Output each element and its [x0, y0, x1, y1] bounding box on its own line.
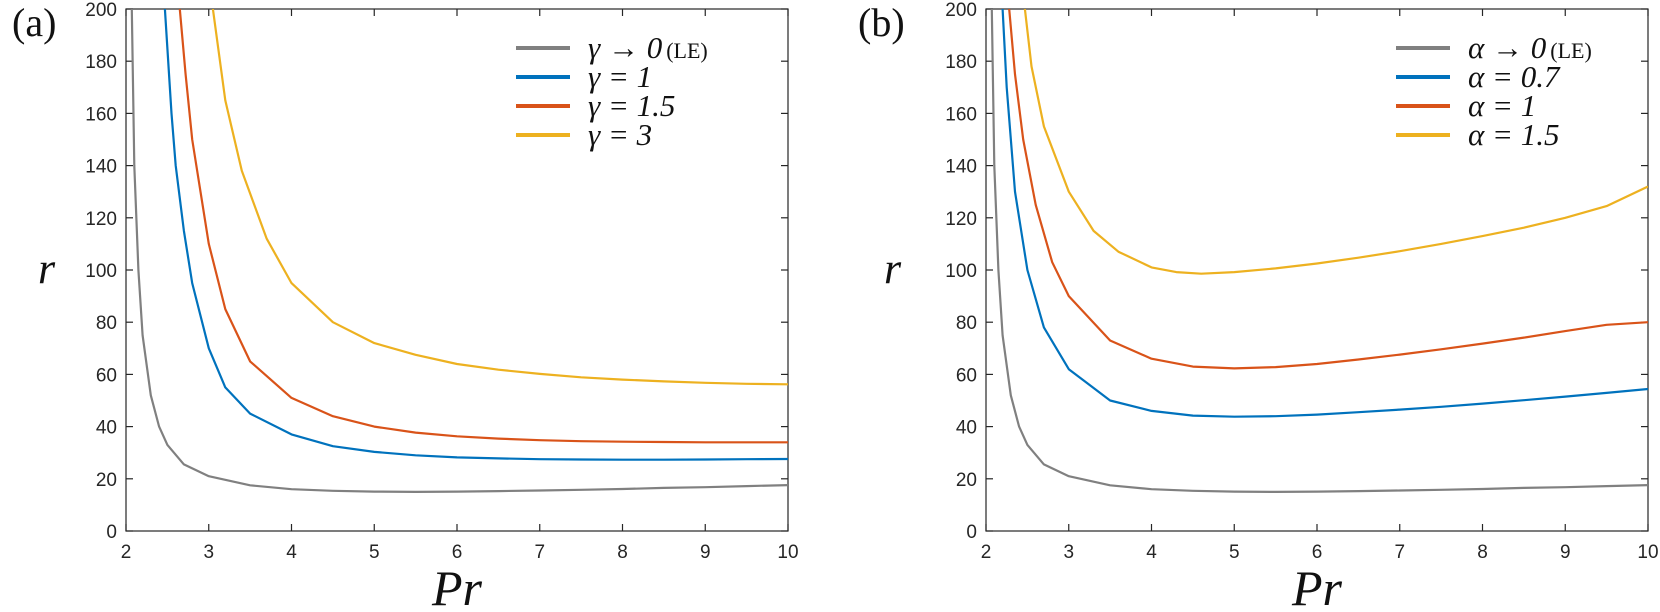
y-tick-label: 120 — [945, 209, 977, 230]
x-tick-label: 4 — [286, 542, 297, 563]
legend-label-3: α = 1 — [1468, 88, 1536, 123]
legend-label-suffix: (LE) — [666, 38, 708, 63]
x-tick-label: 3 — [203, 542, 214, 563]
y-tick-label: 140 — [85, 157, 117, 178]
legend-label-suffix: (LE) — [1550, 38, 1592, 63]
y-tick-label: 80 — [956, 313, 977, 334]
legend-label-1: γ → 0 (LE) — [588, 30, 708, 65]
x-tick-label: 5 — [1229, 542, 1240, 563]
y-tick-label: 180 — [85, 52, 117, 73]
series-line-4 — [1023, 9, 1648, 275]
legend-label-main: γ = 3 — [588, 117, 652, 152]
legend-label-2: γ = 1 — [588, 59, 652, 94]
x-tick-label: 5 — [369, 542, 380, 563]
legend-label-main: γ = 1.5 — [588, 88, 675, 123]
y-tick-label: 60 — [956, 365, 977, 386]
x-axis-label: Pr — [1291, 560, 1343, 612]
legend-label-4: α = 1.5 — [1468, 117, 1559, 152]
y-tick-label: 100 — [85, 261, 117, 282]
legend-label-main: α = 1.5 — [1468, 117, 1559, 152]
x-tick-label: 7 — [1394, 542, 1405, 563]
y-tick-label: 40 — [956, 418, 977, 439]
y-tick-label: 0 — [966, 522, 977, 543]
series-line-1 — [990, 9, 1648, 493]
y-tick-label: 100 — [945, 261, 977, 282]
x-tick-label: 10 — [777, 542, 798, 563]
legend-label-1: α → 0 (LE) — [1468, 30, 1592, 65]
series-line-3 — [1008, 9, 1648, 370]
x-tick-label: 9 — [700, 542, 711, 563]
legend-label-main: γ → 0 — [588, 30, 663, 65]
x-tick-label: 6 — [1312, 542, 1323, 563]
series-line-1 — [130, 9, 788, 493]
y-axis-label: r — [884, 244, 902, 293]
series-line-3 — [178, 9, 788, 444]
series-line-4 — [211, 9, 788, 386]
y-tick-label: 160 — [945, 104, 977, 125]
series-line-2 — [1001, 9, 1648, 418]
y-axis-label: r — [38, 244, 56, 293]
legend-label-main: α = 0.7 — [1468, 59, 1561, 94]
x-tick-label: 10 — [1637, 542, 1658, 563]
x-tick-label: 2 — [121, 542, 132, 563]
x-tick-label: 3 — [1063, 542, 1074, 563]
axes-box — [125, 8, 789, 532]
y-tick-label: 140 — [945, 157, 977, 178]
panel-label: (b) — [858, 0, 905, 45]
x-tick-label: 8 — [617, 542, 628, 563]
x-tick-label: 2 — [981, 542, 992, 563]
panel-label: (a) — [12, 0, 56, 45]
x-tick-label: 9 — [1560, 542, 1571, 563]
x-tick-label: 6 — [452, 542, 463, 563]
legend-label-main: α = 1 — [1468, 88, 1536, 123]
legend-label-main: γ = 1 — [588, 59, 652, 94]
legend-label-main: α → 0 — [1468, 30, 1547, 65]
y-tick-label: 120 — [85, 209, 117, 230]
y-tick-label: 180 — [945, 52, 977, 73]
y-tick-label: 160 — [85, 104, 117, 125]
x-axis-label: Pr — [431, 560, 483, 612]
x-tick-label: 4 — [1146, 542, 1157, 563]
legend-label-2: α = 0.7 — [1468, 59, 1561, 94]
legend-label-3: γ = 1.5 — [588, 88, 675, 123]
y-tick-label: 200 — [85, 0, 117, 21]
x-tick-label: 7 — [534, 542, 545, 563]
y-tick-label: 20 — [956, 470, 977, 491]
y-tick-label: 200 — [945, 0, 977, 21]
y-tick-label: 20 — [96, 470, 117, 491]
y-tick-label: 80 — [96, 313, 117, 334]
legend-label-4: γ = 3 — [588, 117, 652, 152]
y-tick-label: 40 — [96, 418, 117, 439]
series-line-2 — [163, 9, 788, 461]
y-tick-label: 60 — [96, 365, 117, 386]
x-tick-label: 8 — [1477, 542, 1488, 563]
y-tick-label: 0 — [106, 522, 117, 543]
